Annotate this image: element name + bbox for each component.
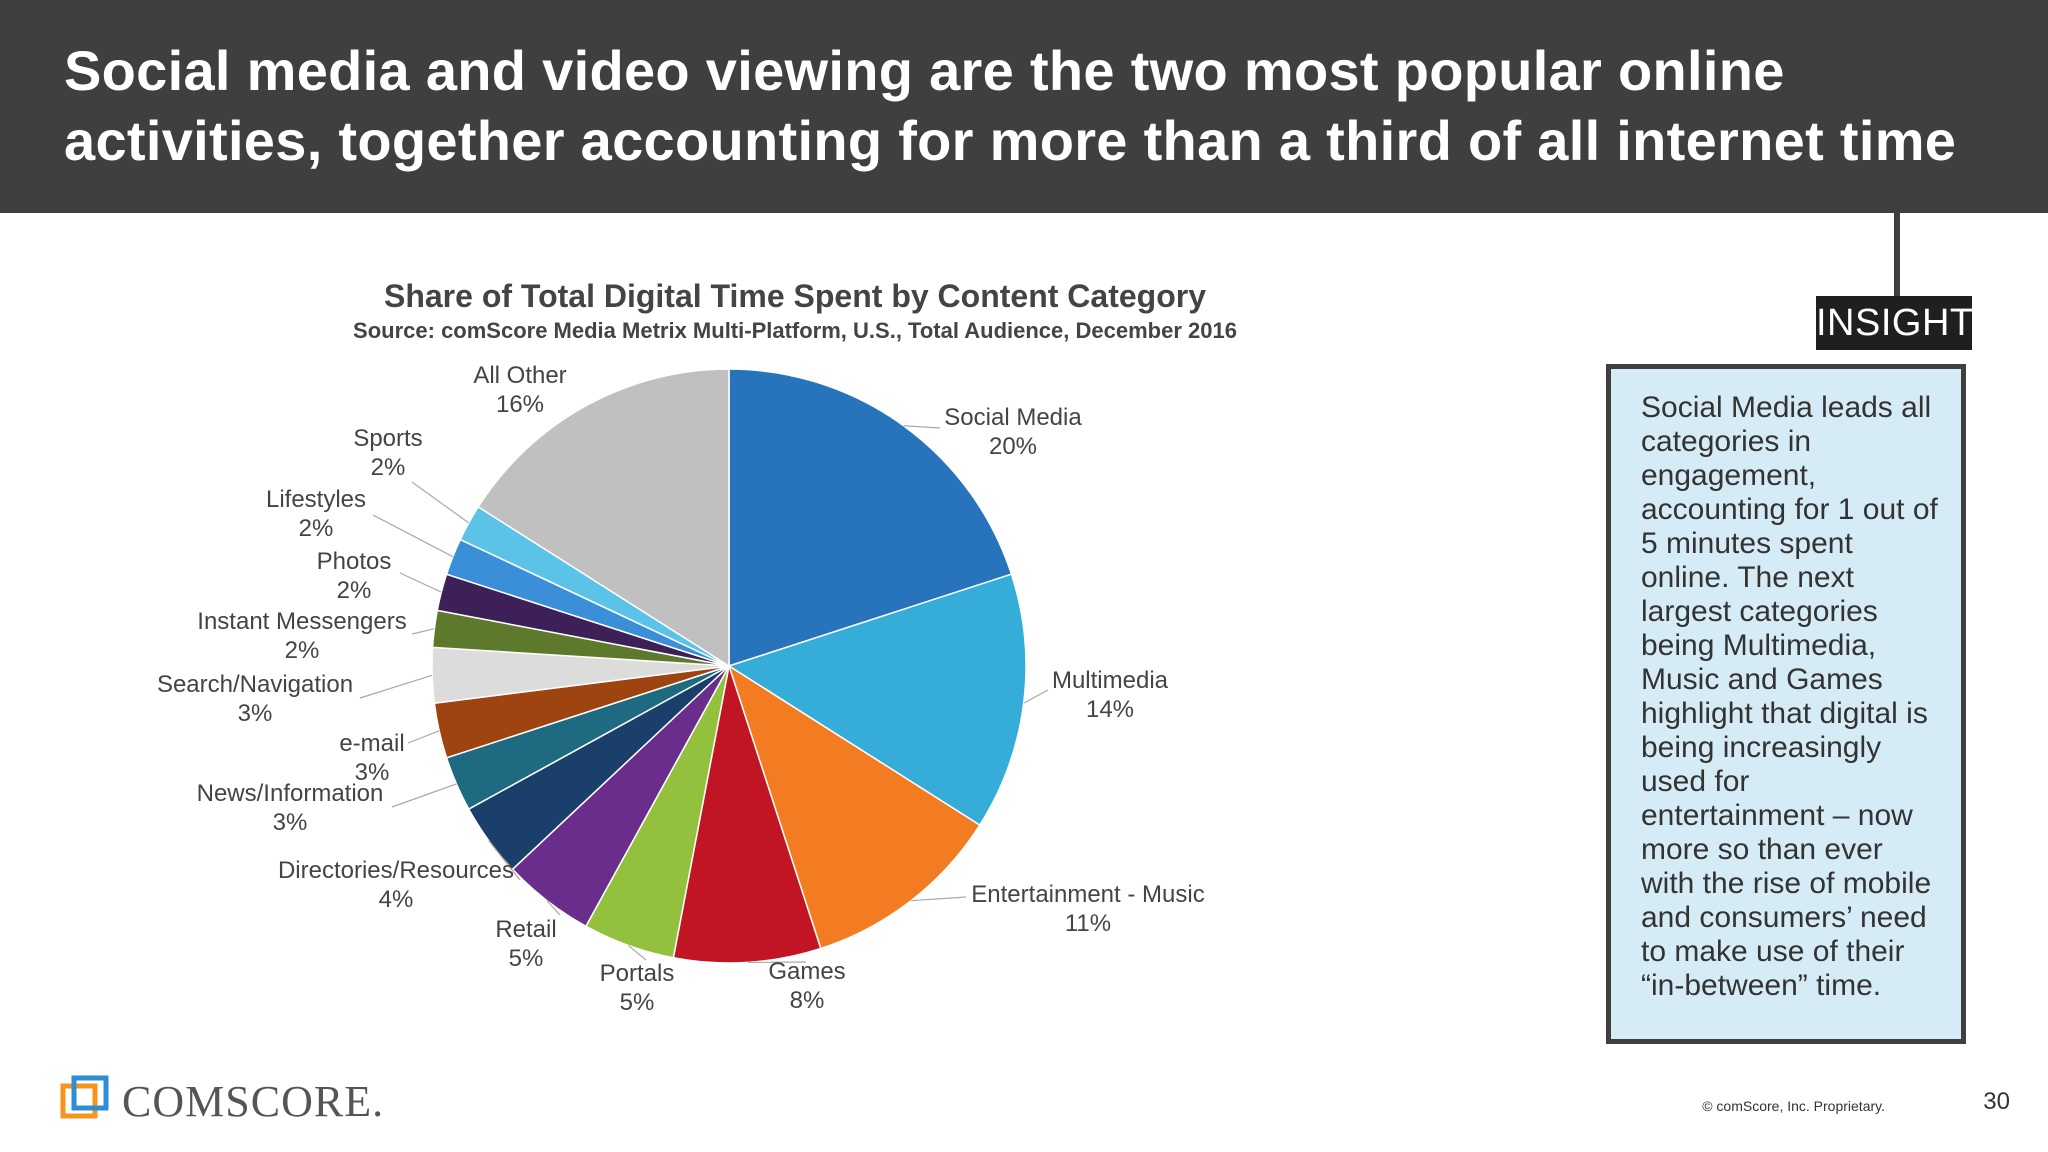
slice-label-name: Retail xyxy=(495,916,556,943)
slice-label-name: Search/Navigation xyxy=(157,671,353,698)
slice-label-percent: 3% xyxy=(273,809,308,836)
comscore-logo: COMSCORE. xyxy=(60,1074,383,1126)
leader-line xyxy=(407,730,440,744)
slice-label-percent: 8% xyxy=(790,987,825,1014)
leader-line xyxy=(903,425,941,429)
copyright-text: © comScore, Inc. Proprietary. xyxy=(1702,1098,1885,1114)
slice-label-name: Portals xyxy=(600,960,675,987)
slice-label-percent: 14% xyxy=(1086,696,1134,723)
leader-line xyxy=(399,572,442,593)
slice-label-name: Multimedia xyxy=(1052,667,1169,694)
leader-line xyxy=(359,674,433,699)
chart-subtitle: Source: comScore Media Metrix Multi-Plat… xyxy=(353,318,1237,343)
slice-label-percent: 3% xyxy=(238,700,273,727)
leader-line xyxy=(628,944,647,961)
slice-label-name: Lifestyles xyxy=(266,486,366,513)
pie-slice-all-other xyxy=(477,368,730,668)
chart-title: Share of Total Digital Time Spent by Con… xyxy=(383,278,1206,314)
slice-label-percent: 2% xyxy=(371,454,406,481)
slice-label-percent: 5% xyxy=(509,945,544,972)
logo-squares-icon xyxy=(60,1075,109,1119)
insight-box: Social Media leads all categories in eng… xyxy=(1606,364,1966,1044)
slice-label-percent: 2% xyxy=(337,577,372,604)
leader-line xyxy=(910,896,967,902)
leader-line xyxy=(488,840,521,881)
slice-label-name: Games xyxy=(768,958,845,985)
slide-title: Social media and video viewing are the t… xyxy=(64,39,1957,172)
slice-label-name: Sports xyxy=(353,425,422,452)
leader-line xyxy=(372,514,454,558)
page-number: 30 xyxy=(1983,1088,2010,1115)
slice-label-percent: 3% xyxy=(355,759,390,786)
insight-connector-line xyxy=(1894,213,1900,308)
pie-slice-entertainment-music xyxy=(727,664,981,950)
leader-line xyxy=(391,783,457,808)
slice-label-name: All Other xyxy=(473,362,566,389)
slice-label-name: Instant Messengers xyxy=(197,608,406,635)
slice-label-percent: 4% xyxy=(379,886,414,913)
slice-label-name: News/Information xyxy=(197,780,384,807)
leader-line xyxy=(546,900,561,916)
logo-text: COMSCORE. xyxy=(122,1077,385,1126)
slice-label-name: Directories/Resources xyxy=(278,857,514,884)
slice-label-name: Entertainment - Music xyxy=(971,881,1204,908)
slice-label-percent: 2% xyxy=(299,515,334,542)
insight-text: Social Media leads all categories in eng… xyxy=(1641,391,1938,1002)
slice-label-percent: 5% xyxy=(620,989,655,1016)
slice-label-name: Social Media xyxy=(944,404,1082,431)
slice-label-name: Photos xyxy=(317,548,392,575)
leader-line xyxy=(411,628,435,635)
slice-label-percent: 11% xyxy=(1065,910,1111,937)
slice-label-name: e-mail xyxy=(339,730,404,757)
slide-header: Social media and video viewing are the t… xyxy=(0,0,2048,213)
pie-slice-multimedia xyxy=(727,573,1027,827)
leader-line xyxy=(411,481,470,524)
leader-line xyxy=(1023,689,1049,704)
slice-label-percent: 2% xyxy=(285,637,320,664)
insight-tag: INSIGHT xyxy=(1816,296,1973,350)
slice-label-percent: 16% xyxy=(496,391,544,418)
slice-label-percent: 20% xyxy=(989,433,1037,460)
pie-slice-social-media xyxy=(728,368,1013,668)
pie-slice-games xyxy=(672,665,822,964)
